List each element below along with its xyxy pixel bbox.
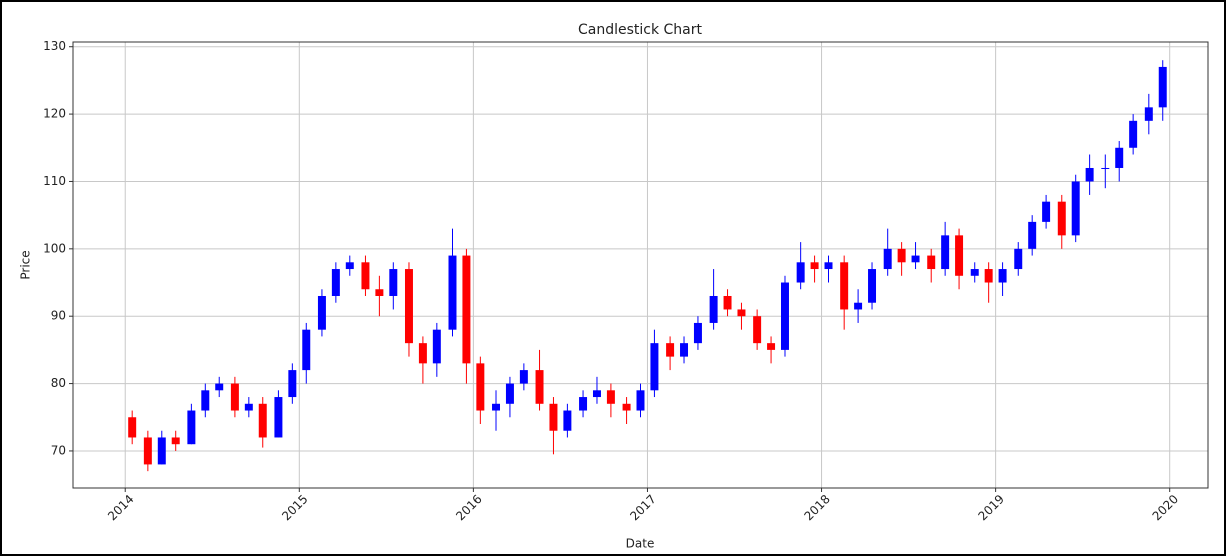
y-tick-label: 70 [51,443,66,457]
candle-body [288,370,297,398]
candle-body [941,235,950,270]
candle-body [418,343,427,364]
candle-body [519,370,528,384]
candle-body [448,255,457,330]
candle-body [462,255,471,364]
candle-body [1028,221,1037,249]
candle-body [897,248,906,263]
candle-body [535,370,544,404]
candle-body [854,302,863,310]
candle-body [592,390,601,398]
candle-body [579,397,588,411]
candle-body [810,262,819,270]
candle-body [868,269,877,303]
candle-body [780,282,789,350]
candle-body [767,343,776,350]
chart-title: Candlestick Chart [578,22,703,38]
candle-body [215,383,224,391]
candle-body [563,410,572,431]
candle-body [331,269,340,296]
candle-body [476,363,485,411]
candle-body [549,403,558,431]
candle-body [622,403,631,411]
candle-body [650,343,659,391]
candle-body [1042,201,1051,222]
candle-body [1115,147,1124,168]
candle-body [709,295,718,323]
y-tick-label: 110 [43,174,66,188]
candle-body [375,289,384,296]
candle-body [1071,181,1080,236]
candle-body [1057,201,1066,236]
candle-body [345,262,354,270]
candle-body [361,262,370,290]
y-tick-label: 80 [51,376,66,390]
candle-body [796,262,805,283]
candle-body [1014,248,1023,270]
candle-body [302,329,311,371]
plot-frame [72,41,1209,489]
candle-body [883,248,892,270]
candle-body [128,417,137,438]
candle-body [171,437,180,445]
candle-body [1129,120,1138,148]
candle-body [201,390,210,411]
candle-body [998,269,1007,283]
candle-body [1158,66,1167,108]
candle-body [432,329,441,364]
candle-body [404,269,413,344]
candle-body [389,269,398,296]
y-tick-label: 90 [51,309,66,323]
y-tick-label: 130 [43,39,66,53]
candle-body [606,390,615,404]
candle-body [317,295,326,330]
candle-body [840,262,849,310]
x-axis-label: Date [626,537,655,551]
candle-body [230,383,239,411]
candle-body [666,343,675,357]
candle-body [927,255,936,270]
candle-body [157,437,166,465]
candle-body [984,269,993,283]
candle-body [824,262,833,270]
candle-body [244,403,253,411]
candle-body [274,397,283,438]
y-tick-label: 100 [43,241,66,255]
candle-body [258,403,267,438]
candle-body [505,383,514,404]
candle-body [723,295,732,310]
candle-body [636,390,645,411]
candle-body [693,322,702,344]
candle-body [492,403,501,411]
y-tick-label: 120 [43,107,66,121]
candle-body [970,269,979,276]
candle-body [143,437,152,465]
candle-body [955,235,964,276]
candle-body [753,316,762,344]
candle-body [911,255,920,263]
candle-body [737,309,746,317]
candle-body [1085,167,1094,182]
candle-body [1101,167,1110,169]
candle-body [187,410,196,445]
y-axis-label: Price [19,250,33,279]
candle-body [1144,107,1153,121]
candle-body [680,343,689,357]
